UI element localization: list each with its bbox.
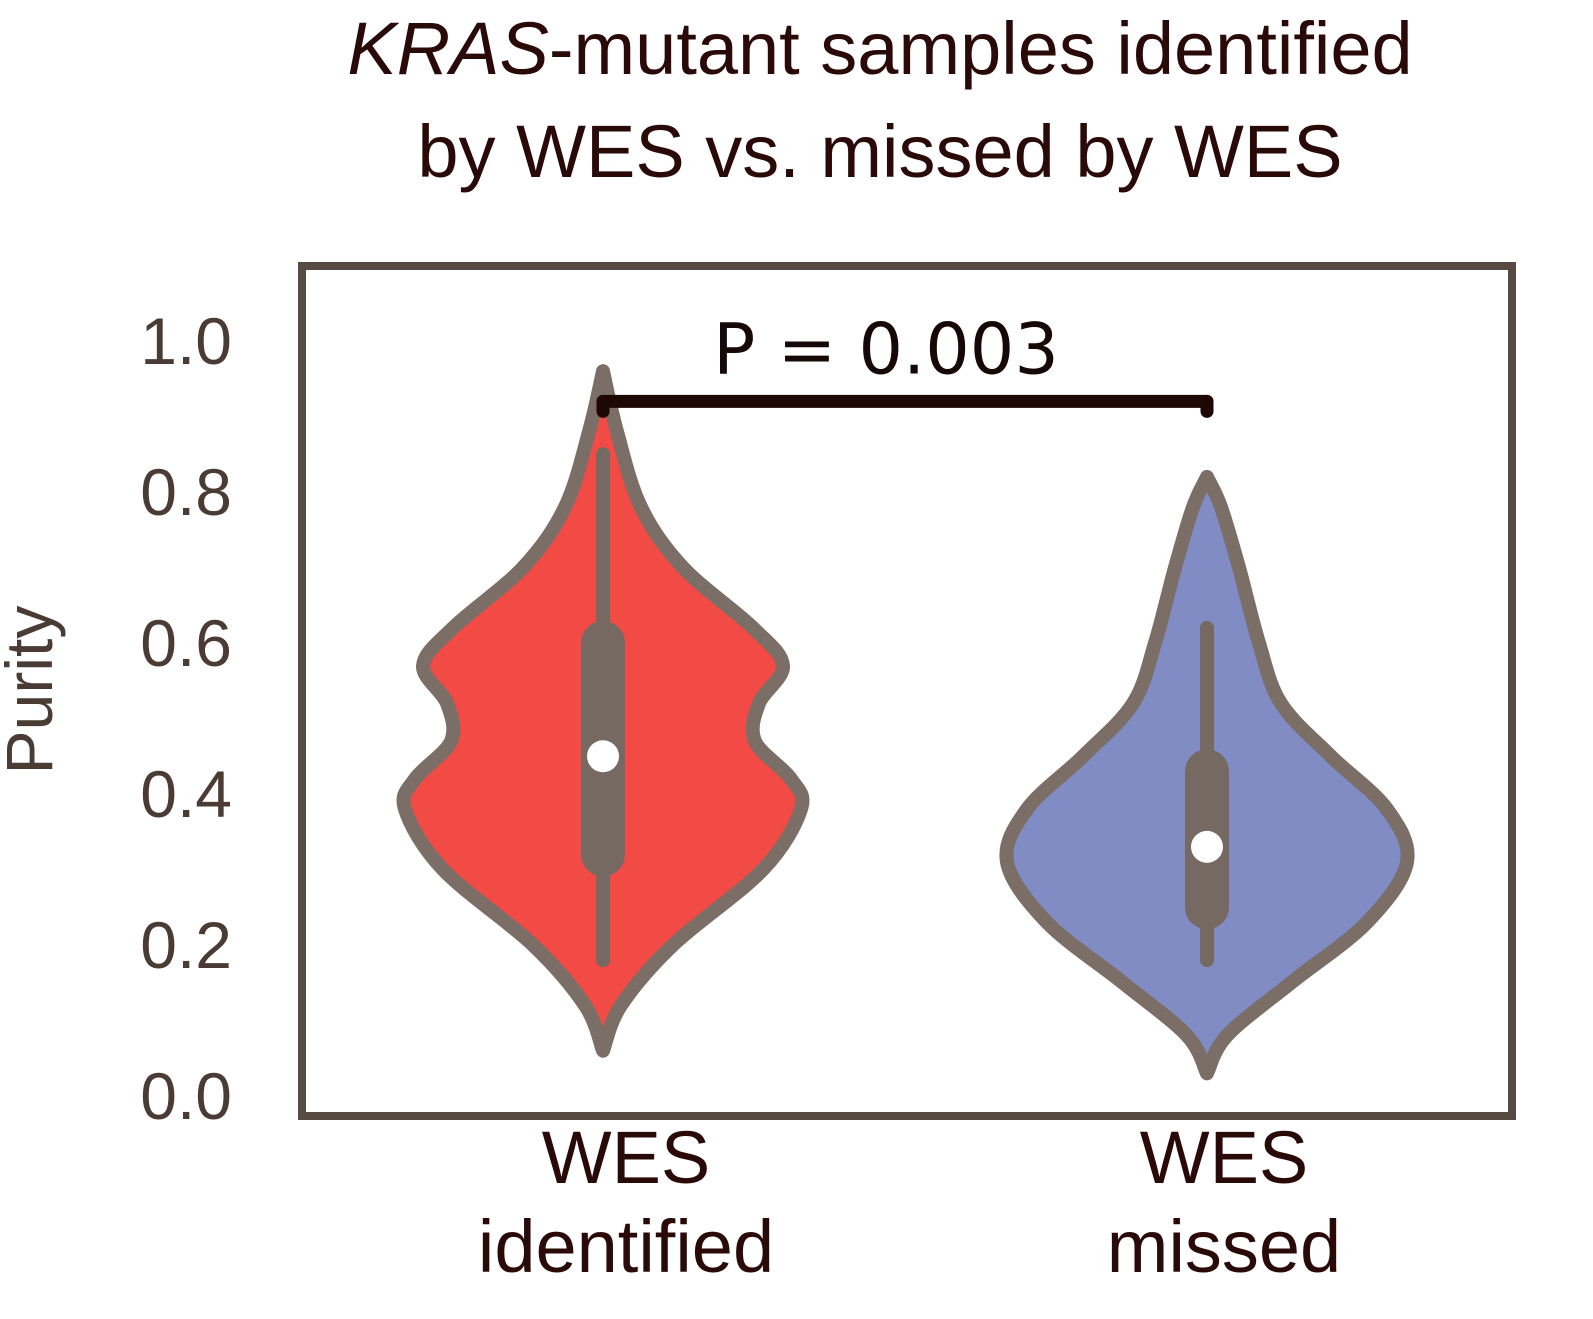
p-value-label: P = 0.003 — [713, 308, 1059, 390]
x-category-label-line-2: identified — [478, 1205, 774, 1288]
chart-title-line-1: KRAS-mutant samples identified — [347, 7, 1412, 90]
y-tick-label: 0.8 — [140, 455, 232, 529]
y-tick-label: 0.0 — [140, 1059, 232, 1133]
y-axis-label: Purity — [0, 606, 66, 775]
y-tick-label: 0.4 — [140, 757, 232, 831]
x-category-label-line-1: WES — [542, 1116, 711, 1199]
x-category-label-line-1: WES — [1140, 1116, 1309, 1199]
y-tick-label: 1.0 — [140, 304, 232, 378]
violin-median-dot — [1191, 830, 1223, 863]
y-tick-label: 0.6 — [140, 606, 232, 680]
violin-median-dot — [587, 740, 619, 773]
y-tick-label: 0.2 — [140, 908, 232, 982]
x-category-label-line-2: missed — [1107, 1205, 1341, 1288]
chart-title-line-2: by WES vs. missed by WES — [417, 110, 1342, 193]
violin-layer — [396, 364, 1415, 1081]
y-tick-labels: 0.0 0.2 0.4 0.6 0.8 1.0 — [140, 304, 232, 1133]
significance-annotation: P = 0.003 — [596, 308, 1214, 418]
plot-frame — [298, 262, 1516, 1120]
